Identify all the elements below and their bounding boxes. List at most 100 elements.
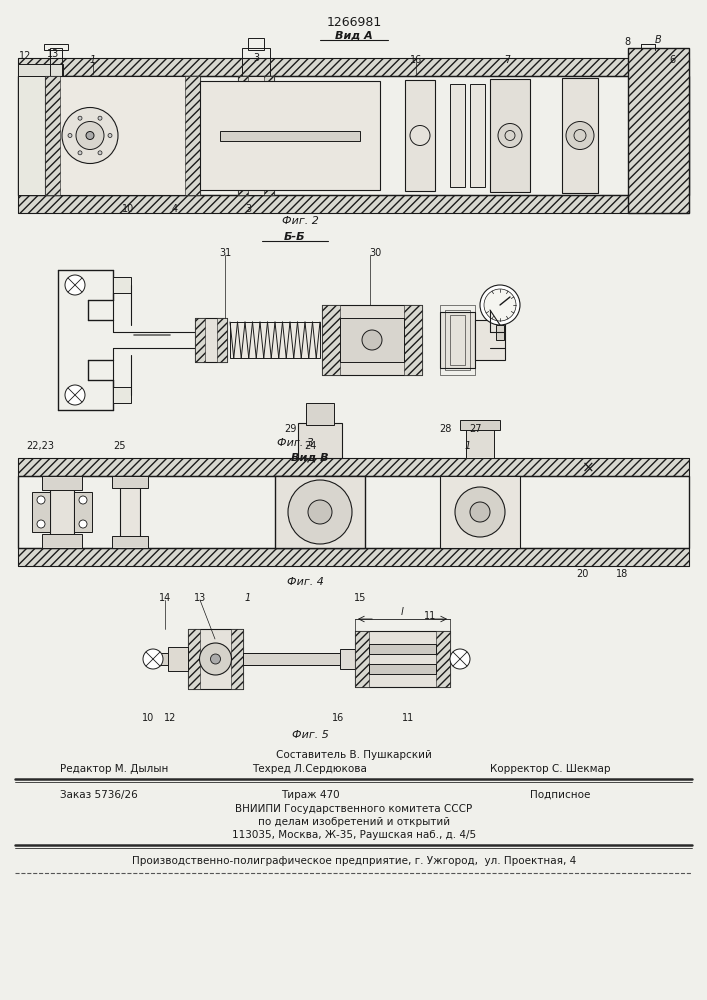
- Circle shape: [480, 285, 520, 325]
- Text: Подписное: Подписное: [530, 790, 590, 800]
- Bar: [238, 76, 248, 195]
- Bar: [306, 403, 334, 425]
- Bar: [217, 318, 227, 362]
- Bar: [369, 644, 436, 654]
- Text: Фиг. 4: Фиг. 4: [286, 577, 323, 587]
- Bar: [18, 548, 689, 566]
- Bar: [322, 305, 422, 375]
- Bar: [18, 458, 689, 476]
- Circle shape: [143, 649, 163, 669]
- Bar: [18, 76, 48, 195]
- Text: 1: 1: [245, 593, 251, 603]
- Circle shape: [79, 520, 87, 528]
- Text: Фиг. 5: Фиг. 5: [291, 730, 329, 740]
- Text: 1: 1: [465, 441, 471, 451]
- Circle shape: [62, 107, 118, 163]
- Circle shape: [79, 496, 87, 504]
- Text: 16: 16: [332, 713, 344, 723]
- Bar: [18, 58, 689, 76]
- Text: 6: 6: [669, 55, 675, 65]
- Text: 28: 28: [439, 424, 451, 434]
- Bar: [436, 631, 450, 687]
- Bar: [50, 48, 62, 76]
- Bar: [18, 548, 689, 566]
- Circle shape: [288, 480, 352, 544]
- Bar: [340, 318, 404, 362]
- Text: Производственно-полиграфическое предприятие, г. Ужгород,  ул. Проектная, 4: Производственно-полиграфическое предприя…: [132, 856, 576, 866]
- Text: Составитель В. Пушкарский: Составитель В. Пушкарский: [276, 750, 432, 760]
- Text: Вид А: Вид А: [335, 31, 373, 41]
- Circle shape: [455, 487, 505, 537]
- Bar: [322, 305, 340, 375]
- Bar: [168, 647, 188, 671]
- Bar: [112, 476, 148, 488]
- Circle shape: [108, 133, 112, 137]
- Text: 29: 29: [284, 424, 296, 434]
- Text: 7: 7: [504, 55, 510, 65]
- Circle shape: [98, 151, 102, 155]
- Text: 16: 16: [410, 55, 422, 65]
- Bar: [460, 420, 500, 430]
- Text: 30: 30: [369, 248, 381, 258]
- Bar: [275, 476, 365, 548]
- Text: 27: 27: [469, 424, 481, 434]
- Bar: [470, 84, 485, 187]
- Bar: [45, 76, 60, 195]
- Text: 22,23: 22,23: [26, 441, 54, 451]
- Bar: [450, 315, 465, 365]
- Bar: [340, 649, 355, 669]
- Text: 18: 18: [616, 569, 628, 579]
- Bar: [238, 76, 274, 195]
- Text: 113035, Москва, Ж-35, Раушская наб., д. 4/5: 113035, Москва, Ж-35, Раушская наб., д. …: [232, 830, 476, 840]
- Bar: [18, 458, 689, 476]
- Text: l: l: [401, 607, 404, 617]
- Text: Редактор М. Дылын: Редактор М. Дылын: [60, 764, 168, 774]
- Text: 4: 4: [172, 204, 178, 214]
- Text: Техред Л.Сердюкова: Техред Л.Сердюкова: [252, 764, 367, 774]
- Bar: [32, 492, 50, 532]
- Bar: [231, 629, 243, 689]
- Bar: [450, 84, 465, 187]
- Bar: [18, 58, 689, 76]
- Bar: [628, 48, 689, 213]
- Bar: [220, 130, 360, 140]
- Circle shape: [98, 116, 102, 120]
- Bar: [44, 44, 68, 50]
- Text: 12: 12: [164, 713, 176, 723]
- Circle shape: [37, 496, 45, 504]
- Circle shape: [199, 643, 231, 675]
- Bar: [440, 305, 475, 375]
- Bar: [42, 476, 82, 490]
- Circle shape: [362, 330, 382, 350]
- Bar: [440, 476, 520, 548]
- Bar: [50, 476, 74, 548]
- Bar: [496, 325, 504, 340]
- Bar: [188, 629, 243, 689]
- Circle shape: [566, 121, 594, 149]
- Text: 20: 20: [575, 569, 588, 579]
- Text: Заказ 5736/26: Заказ 5736/26: [60, 790, 138, 800]
- Bar: [466, 428, 494, 458]
- Text: ВНИИПИ Государственного комитета СССР: ВНИИПИ Государственного комитета СССР: [235, 804, 472, 814]
- Text: ×: ×: [582, 460, 595, 476]
- Bar: [628, 48, 689, 213]
- Text: Б-Б: Б-Б: [284, 232, 306, 242]
- Bar: [195, 318, 227, 362]
- Bar: [188, 629, 200, 689]
- Text: Корректор С. Шекмар: Корректор С. Шекмар: [490, 764, 611, 774]
- Circle shape: [37, 520, 45, 528]
- Bar: [230, 322, 320, 358]
- Bar: [185, 76, 200, 195]
- Text: 13: 13: [47, 49, 59, 59]
- Bar: [248, 38, 264, 50]
- Bar: [113, 387, 131, 403]
- Circle shape: [65, 385, 85, 405]
- Text: 1266981: 1266981: [327, 15, 382, 28]
- Bar: [74, 492, 92, 532]
- Text: 3: 3: [245, 204, 251, 214]
- Text: 3: 3: [253, 53, 259, 63]
- Bar: [120, 476, 140, 548]
- Text: Фиг. 3: Фиг. 3: [276, 438, 313, 448]
- Bar: [243, 653, 340, 665]
- Circle shape: [68, 133, 72, 137]
